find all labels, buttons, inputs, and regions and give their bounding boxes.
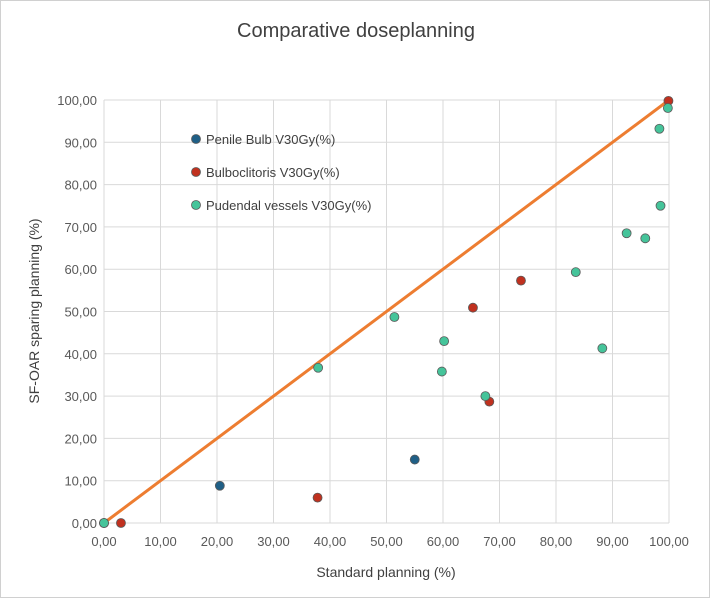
legend-marker [191, 200, 201, 210]
series-2-points [99, 103, 673, 528]
x-tick-label: 0,00 [91, 534, 116, 549]
data-point [662, 103, 673, 113]
data-point [214, 480, 225, 491]
data-point [116, 518, 126, 528]
data-point [621, 228, 632, 239]
legend-label: Penile Bulb V30Gy(%) [206, 132, 335, 147]
grid-lines [103, 99, 670, 524]
data-point [654, 123, 665, 134]
legend-marker [191, 134, 201, 144]
data-point [570, 267, 581, 278]
reference-diagonal-line [103, 98, 670, 525]
x-tick-label: 90,00 [596, 534, 629, 549]
x-axis-title: Standard planning (%) [316, 564, 455, 580]
x-tick-label: 80,00 [540, 534, 573, 549]
legend-label: Bulboclitoris V30Gy(%) [206, 165, 340, 180]
data-point [312, 492, 323, 503]
x-tick-label: 70,00 [483, 534, 516, 549]
y-tick-label: 80,00 [64, 178, 97, 193]
data-point [597, 343, 608, 354]
data-point [468, 302, 478, 313]
data-point [516, 275, 526, 286]
y-tick-label: 90,00 [64, 135, 97, 150]
x-tick-label: 40,00 [314, 534, 347, 549]
x-tick-label: 60,00 [427, 534, 460, 549]
x-tick-label: 100,00 [649, 534, 689, 549]
x-tick-label: 10,00 [144, 534, 177, 549]
data-point [389, 312, 400, 322]
data-point [439, 336, 450, 347]
y-tick-label: 0,00 [72, 516, 97, 531]
legend-marker [191, 167, 201, 177]
data-point [640, 233, 651, 244]
data-point [409, 454, 420, 465]
y-tick-label: 70,00 [64, 220, 97, 235]
legend: Penile Bulb V30Gy(%) Bulboclitoris V30Gy(… [191, 132, 371, 213]
data-points [99, 95, 674, 528]
data-point [313, 362, 324, 373]
x-tick-label: 20,00 [201, 534, 234, 549]
y-tick-label: 20,00 [64, 431, 97, 446]
data-point [655, 200, 666, 211]
y-tick-label: 30,00 [64, 389, 97, 404]
y-axis-title: SF-OAR sparing planning (%) [26, 218, 42, 403]
data-point [99, 518, 109, 528]
data-point [436, 366, 447, 377]
y-tick-label: 40,00 [64, 347, 97, 362]
legend-label: Pudendal vessels V30Gy(%) [206, 198, 371, 213]
data-point [480, 391, 491, 402]
y-tick-label: 100,00 [57, 93, 97, 108]
x-tick-labels: 0,00 10,00 20,00 30,00 40,00 50,00 60,00 70,00 8… [91, 534, 689, 549]
x-tick-label: 30,00 [257, 534, 290, 549]
chart-title: Comparative doseplanning [237, 20, 475, 42]
y-tick-label: 50,00 [64, 305, 97, 320]
x-tick-label: 50,00 [370, 534, 403, 549]
y-tick-labels: 0,00 10,00 20,00 30,00 40,00 50,00 60,00 70,00 8… [57, 93, 97, 531]
y-tick-label: 10,00 [64, 474, 97, 489]
y-tick-label: 60,00 [64, 262, 97, 277]
